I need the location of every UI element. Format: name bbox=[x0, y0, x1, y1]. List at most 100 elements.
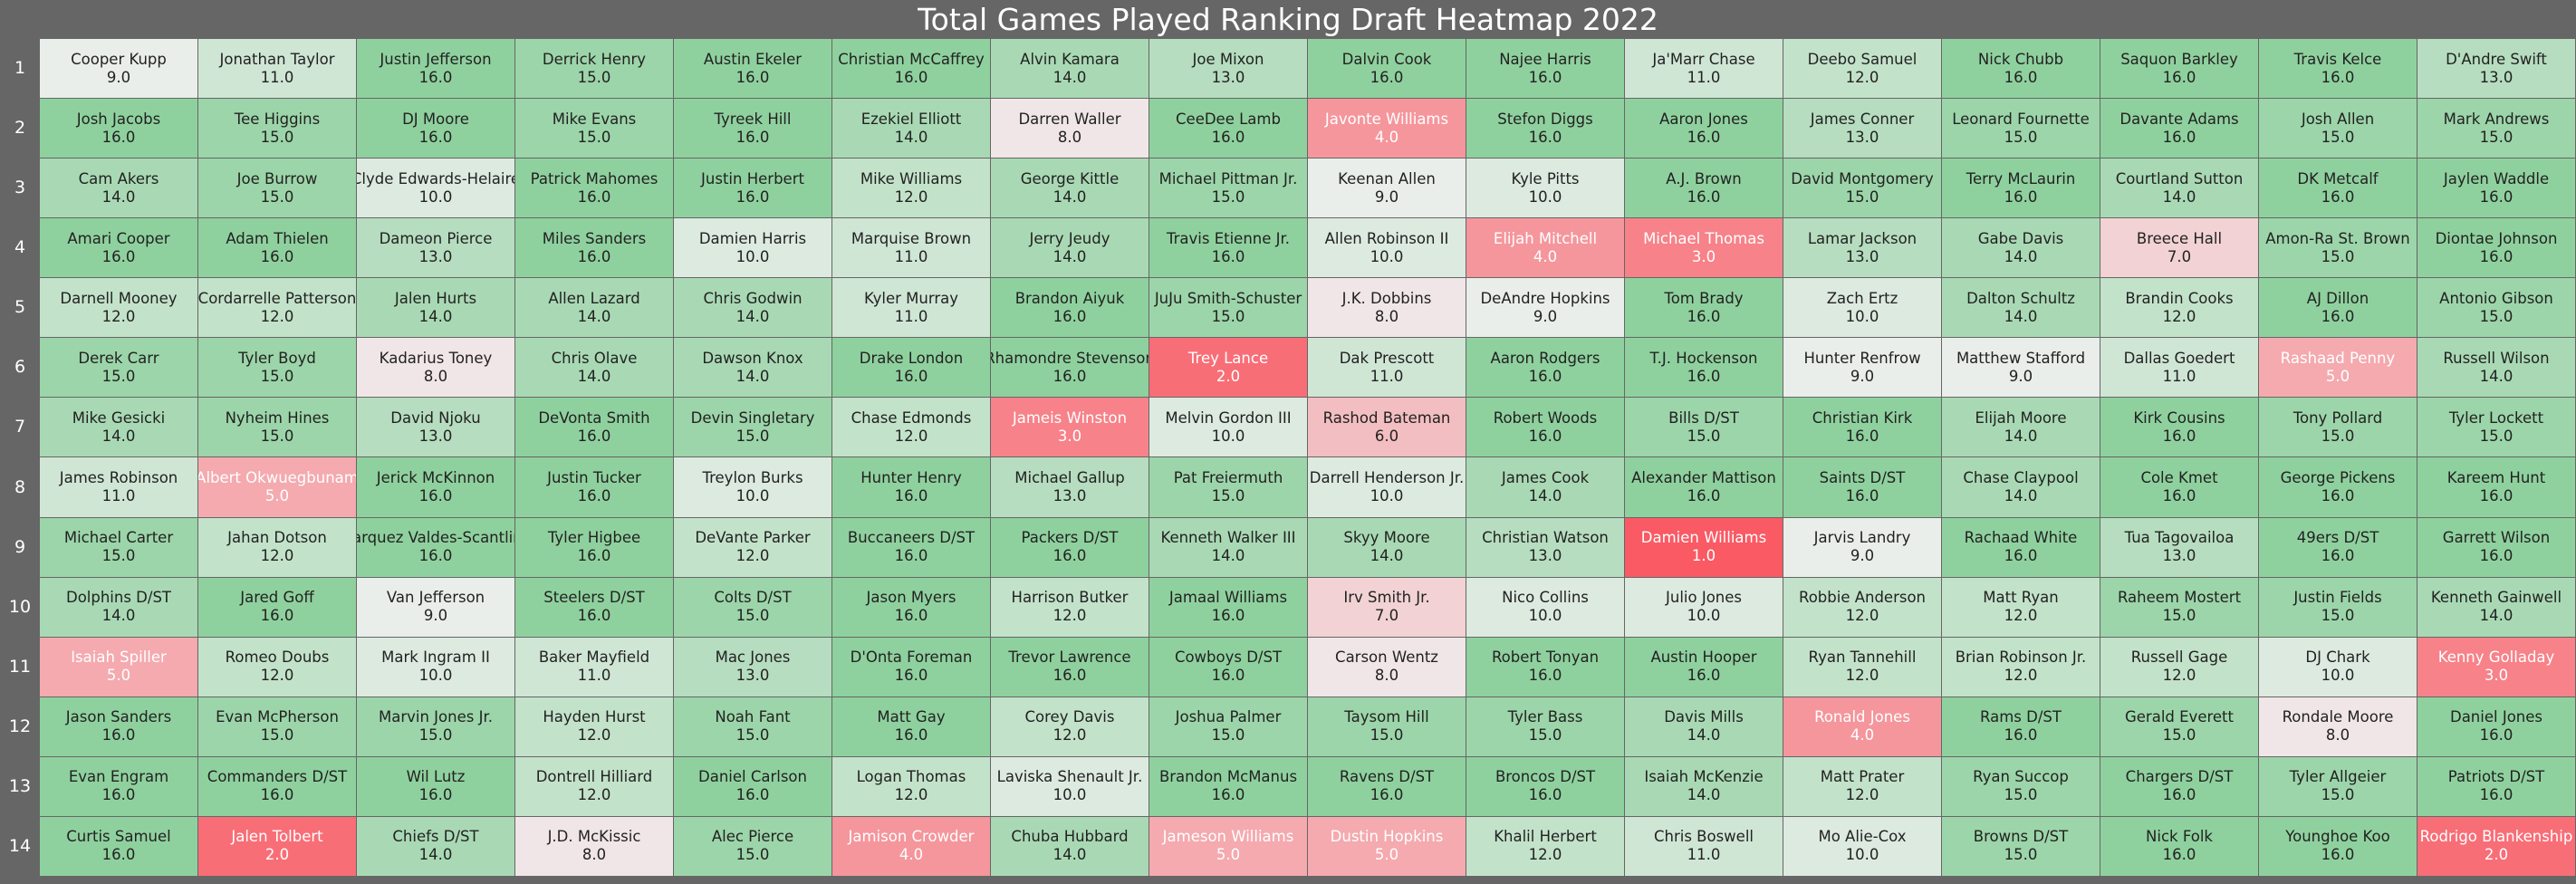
player-name: Mike Williams bbox=[860, 169, 963, 187]
heatmap-cell: Trey Lance 2.0 bbox=[1149, 338, 1308, 399]
player-name: Stefon Diggs bbox=[1497, 110, 1593, 128]
games-played-value: 14.0 bbox=[2162, 187, 2196, 206]
player-name: Damien Williams bbox=[1640, 529, 1767, 547]
heatmap-cell: Breece Hall 7.0 bbox=[2100, 218, 2259, 279]
heatmap-cell: Hunter Henry 16.0 bbox=[832, 457, 991, 518]
games-played-value: 16.0 bbox=[2321, 487, 2355, 505]
heatmap-cell: Jaylen Waddle 16.0 bbox=[2417, 159, 2576, 219]
player-name: Browns D/ST bbox=[1973, 828, 2069, 846]
heatmap-cell: Derrick Henry 15.0 bbox=[515, 39, 674, 100]
games-played-value: 16.0 bbox=[1687, 307, 1721, 325]
games-played-value: 16.0 bbox=[1053, 307, 1087, 325]
games-played-value: 16.0 bbox=[2004, 187, 2038, 206]
player-name: Marquez Valdes-Scantling bbox=[357, 529, 514, 547]
player-name: Commanders D/ST bbox=[207, 768, 348, 786]
player-name: Clyde Edwards-Helaire bbox=[357, 169, 515, 187]
player-name: D'Andre Swift bbox=[2446, 50, 2547, 68]
player-name: D'Onta Foreman bbox=[850, 649, 973, 667]
player-name: Devin Singletary bbox=[690, 408, 815, 427]
heatmap-cell: Joshua Palmer 15.0 bbox=[1149, 697, 1308, 757]
player-name: Rachaad White bbox=[1964, 529, 2078, 547]
player-name: David Montgomery bbox=[1791, 169, 1934, 187]
games-played-value: 10.0 bbox=[1528, 187, 1562, 206]
games-played-value: 10.0 bbox=[2321, 667, 2355, 685]
heatmap-cell: Marvin Jones Jr. 15.0 bbox=[357, 697, 515, 757]
heatmap-cell: Dontrell Hilliard 12.0 bbox=[515, 756, 674, 817]
games-played-value: 14.0 bbox=[2004, 247, 2038, 265]
games-played-value: 16.0 bbox=[2321, 547, 2355, 565]
heatmap-cell: Brian Robinson Jr. 12.0 bbox=[1942, 637, 2100, 697]
heatmap-cell: Hunter Renfrow 9.0 bbox=[1783, 338, 1942, 399]
player-name: Daniel Carlson bbox=[698, 768, 807, 786]
heatmap-cell: Christian McCaffrey 16.0 bbox=[832, 39, 991, 100]
player-name: Garrett Wilson bbox=[2442, 529, 2551, 547]
games-played-value: 9.0 bbox=[1374, 187, 1399, 206]
games-played-value: 12.0 bbox=[894, 187, 928, 206]
heatmap-cell: D'Onta Foreman 16.0 bbox=[832, 637, 991, 697]
games-played-value: 16.0 bbox=[418, 68, 453, 86]
heatmap-cell: Dolphins D/ST 14.0 bbox=[40, 577, 198, 638]
player-name: Rhamondre Stevenson bbox=[991, 349, 1149, 367]
heatmap-cell: Mike Williams 12.0 bbox=[832, 159, 991, 219]
row-label: 3 bbox=[14, 178, 26, 198]
heatmap-cell: Elijah Moore 14.0 bbox=[1942, 398, 2100, 458]
games-played-value: 15.0 bbox=[260, 427, 294, 445]
heatmap-cell: Michael Carter 15.0 bbox=[40, 517, 198, 578]
heatmap-cell: Aaron Jones 16.0 bbox=[1625, 99, 1783, 159]
heatmap-cell: Tyler Bass 15.0 bbox=[1466, 697, 1625, 757]
heatmap-cell: Bills D/ST 15.0 bbox=[1625, 398, 1783, 458]
player-name: Michael Thomas bbox=[1643, 229, 1764, 247]
player-name: Jameis Winston bbox=[1012, 408, 1128, 427]
player-name: Lamar Jackson bbox=[1807, 229, 1918, 247]
heatmap-cell: Ja'Marr Chase 11.0 bbox=[1625, 39, 1783, 100]
games-played-value: 1.0 bbox=[1691, 547, 1716, 565]
player-name: Dontrell Hilliard bbox=[535, 768, 653, 786]
row-label: 14 bbox=[8, 835, 32, 856]
heatmap-cell: Kirk Cousins 16.0 bbox=[2100, 398, 2259, 458]
player-name: Miles Sanders bbox=[542, 229, 647, 247]
heatmap-cell: JuJu Smith-Schuster 15.0 bbox=[1149, 278, 1308, 339]
games-played-value: 16.0 bbox=[2162, 68, 2196, 86]
heatmap-cell: Deebo Samuel 12.0 bbox=[1783, 39, 1942, 100]
row-label: 1 bbox=[14, 58, 26, 79]
row-label: 10 bbox=[8, 596, 32, 617]
heatmap-cell: Darrell Henderson Jr. 10.0 bbox=[1308, 457, 1466, 518]
games-played-value: 16.0 bbox=[2321, 846, 2355, 864]
games-played-value: 3.0 bbox=[1057, 427, 1082, 445]
games-played-value: 13.0 bbox=[1845, 128, 1879, 146]
player-name: Rams D/ST bbox=[1980, 708, 2062, 726]
player-name: Robbie Anderson bbox=[1798, 589, 1927, 607]
player-name: Josh Jacobs bbox=[76, 110, 161, 128]
player-name: Daniel Jones bbox=[2449, 708, 2542, 726]
heatmap-cell: Steelers D/ST 16.0 bbox=[515, 577, 674, 638]
player-name: Amon-Ra St. Brown bbox=[2265, 229, 2410, 247]
heatmap-cell: Damien Williams 1.0 bbox=[1625, 517, 1783, 578]
games-played-value: 14.0 bbox=[1211, 547, 1245, 565]
player-name: Josh Allen bbox=[2301, 110, 2375, 128]
row-label: 5 bbox=[14, 297, 26, 318]
heatmap-cell: Jamison Crowder 4.0 bbox=[832, 816, 991, 877]
heatmap-cell: Joe Mixon 13.0 bbox=[1149, 39, 1308, 100]
heatmap-cell: Tyler Boyd 15.0 bbox=[198, 338, 357, 399]
heatmap-cell: Cooper Kupp 9.0 bbox=[40, 39, 198, 100]
heatmap-cell: Josh Allen 15.0 bbox=[2259, 99, 2417, 159]
heatmap-cell: Kyle Pitts 10.0 bbox=[1466, 159, 1625, 219]
player-name: Tyler Allgeier bbox=[2289, 768, 2387, 786]
player-name: Jerick McKinnon bbox=[376, 469, 495, 487]
player-name: Noah Fant bbox=[715, 708, 791, 726]
games-played-value: 10.0 bbox=[1845, 846, 1879, 864]
games-played-value: 7.0 bbox=[2167, 247, 2192, 265]
heatmap-cell: James Cook 14.0 bbox=[1466, 457, 1625, 518]
heatmap-cell: Younghoe Koo 16.0 bbox=[2259, 816, 2417, 877]
player-name: James Robinson bbox=[59, 469, 178, 487]
heatmap-cell: Mark Andrews 15.0 bbox=[2417, 99, 2576, 159]
games-played-value: 16.0 bbox=[1528, 786, 1562, 804]
heatmap-cell: Cole Kmet 16.0 bbox=[2100, 457, 2259, 518]
player-name: Kenneth Walker III bbox=[1160, 529, 1296, 547]
games-played-value: 14.0 bbox=[577, 367, 611, 385]
player-name: Davis Mills bbox=[1664, 708, 1744, 726]
player-name: Michael Carter bbox=[63, 529, 174, 547]
games-played-value: 16.0 bbox=[894, 68, 928, 86]
heatmap-cell: CeeDee Lamb 16.0 bbox=[1149, 99, 1308, 159]
player-name: Broncos D/ST bbox=[1495, 768, 1596, 786]
